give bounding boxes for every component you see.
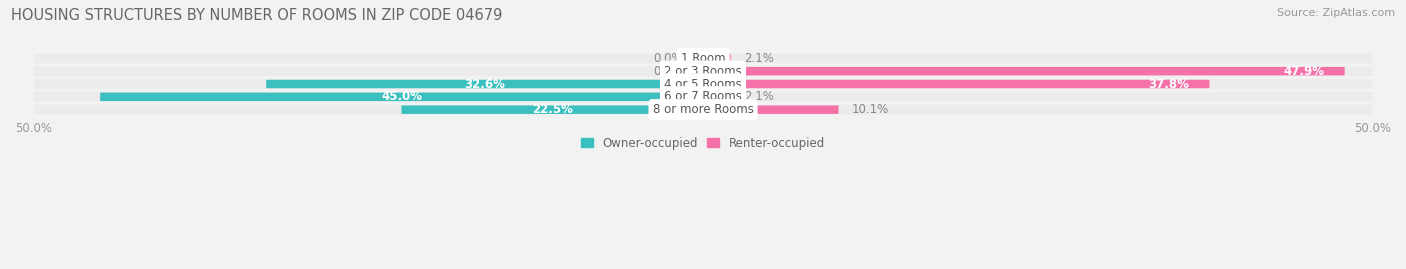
FancyBboxPatch shape (703, 54, 731, 63)
Text: 8 or more Rooms: 8 or more Rooms (652, 103, 754, 116)
Text: 2.1%: 2.1% (745, 52, 775, 65)
FancyBboxPatch shape (703, 105, 838, 114)
Text: 47.9%: 47.9% (1284, 65, 1324, 78)
Legend: Owner-occupied, Renter-occupied: Owner-occupied, Renter-occupied (576, 132, 830, 154)
FancyBboxPatch shape (402, 105, 703, 114)
Text: 4 or 5 Rooms: 4 or 5 Rooms (664, 77, 742, 90)
FancyBboxPatch shape (703, 80, 1209, 88)
FancyBboxPatch shape (703, 93, 731, 101)
Text: 22.5%: 22.5% (531, 103, 572, 116)
Text: 0.0%: 0.0% (654, 52, 683, 65)
Text: HOUSING STRUCTURES BY NUMBER OF ROOMS IN ZIP CODE 04679: HOUSING STRUCTURES BY NUMBER OF ROOMS IN… (11, 8, 502, 23)
Text: 1 Room: 1 Room (681, 52, 725, 65)
FancyBboxPatch shape (34, 54, 1372, 63)
FancyBboxPatch shape (34, 92, 1372, 102)
Text: 2.1%: 2.1% (745, 90, 775, 103)
FancyBboxPatch shape (100, 93, 703, 101)
Text: 6 or 7 Rooms: 6 or 7 Rooms (664, 90, 742, 103)
FancyBboxPatch shape (34, 79, 1372, 89)
FancyBboxPatch shape (703, 67, 1344, 75)
Text: 45.0%: 45.0% (381, 90, 422, 103)
Text: 0.0%: 0.0% (654, 65, 683, 78)
Text: 37.8%: 37.8% (1149, 77, 1189, 90)
FancyBboxPatch shape (34, 66, 1372, 76)
FancyBboxPatch shape (266, 80, 703, 88)
Text: Source: ZipAtlas.com: Source: ZipAtlas.com (1277, 8, 1395, 18)
Text: 32.6%: 32.6% (464, 77, 505, 90)
FancyBboxPatch shape (34, 105, 1372, 114)
Text: 2 or 3 Rooms: 2 or 3 Rooms (664, 65, 742, 78)
Text: 10.1%: 10.1% (852, 103, 889, 116)
